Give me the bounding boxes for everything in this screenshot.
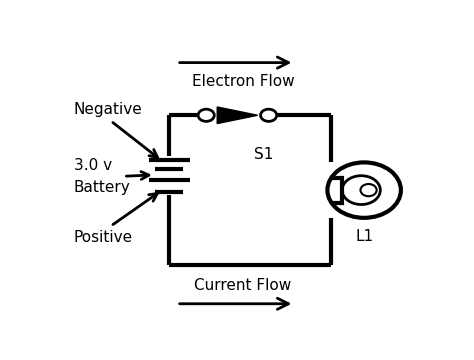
Circle shape	[261, 109, 277, 121]
Text: Current Flow: Current Flow	[194, 278, 292, 293]
Text: L1: L1	[355, 229, 373, 244]
Text: S1: S1	[254, 147, 273, 162]
Text: Electron Flow: Electron Flow	[191, 74, 294, 89]
Text: 3.0 v: 3.0 v	[74, 158, 112, 173]
Text: Battery: Battery	[74, 180, 131, 195]
Text: Positive: Positive	[74, 230, 133, 245]
Polygon shape	[217, 107, 257, 123]
Circle shape	[198, 109, 214, 121]
Text: Negative: Negative	[74, 102, 143, 117]
